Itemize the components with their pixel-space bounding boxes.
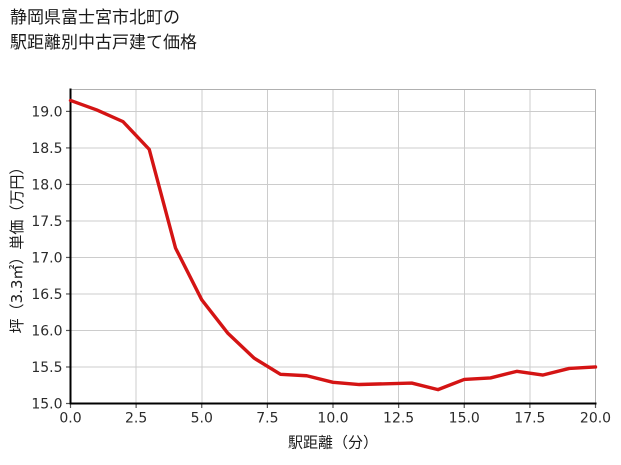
tick-labels-group: 15.0 15.5 16.0 16.5 17.0 17.5 18.0 18.5 19.0 0.0 2… [31, 104, 611, 426]
tickmarks-group [66, 110, 597, 408]
x-axis-title: 駅距離（分） [288, 434, 378, 452]
xtick-label: 10.0 [317, 411, 348, 427]
series-line-tsubo-tanka [68, 98, 598, 392]
xtick-label: 12.5 [383, 411, 414, 427]
y-axis-title: 坪（3.3㎡）単価（万円） [8, 160, 26, 334]
axis-titles-group: 駅距離（分） 坪（3.3㎡）単価（万円） [8, 160, 378, 452]
ytick-label: 18.0 [31, 177, 62, 193]
axis-spines [69, 88, 597, 405]
xtick-label: 5.0 [191, 411, 213, 427]
xtick-label: 17.5 [514, 411, 545, 427]
ytick-label: 18.5 [31, 141, 62, 157]
ytick-label: 15.5 [31, 360, 62, 376]
xtick-label: 0.0 [59, 411, 81, 427]
ytick-label: 19.0 [31, 104, 62, 120]
xtick-label: 15.0 [449, 411, 480, 427]
ytick-label: 17.5 [31, 214, 62, 230]
ytick-label: 15.0 [31, 397, 62, 413]
ytick-label: 17.0 [31, 250, 62, 266]
xtick-label: 20.0 [580, 411, 611, 427]
chart-title: 静岡県富士宮市北町の 駅距離別中古戸建て価格 [10, 8, 197, 53]
xtick-label: 7.5 [256, 411, 278, 427]
gridlines-group [70, 89, 596, 404]
ytick-label: 16.0 [31, 323, 62, 339]
ytick-label: 16.5 [31, 287, 62, 303]
xtick-label: 2.5 [125, 411, 147, 427]
data-series-group [68, 98, 598, 392]
